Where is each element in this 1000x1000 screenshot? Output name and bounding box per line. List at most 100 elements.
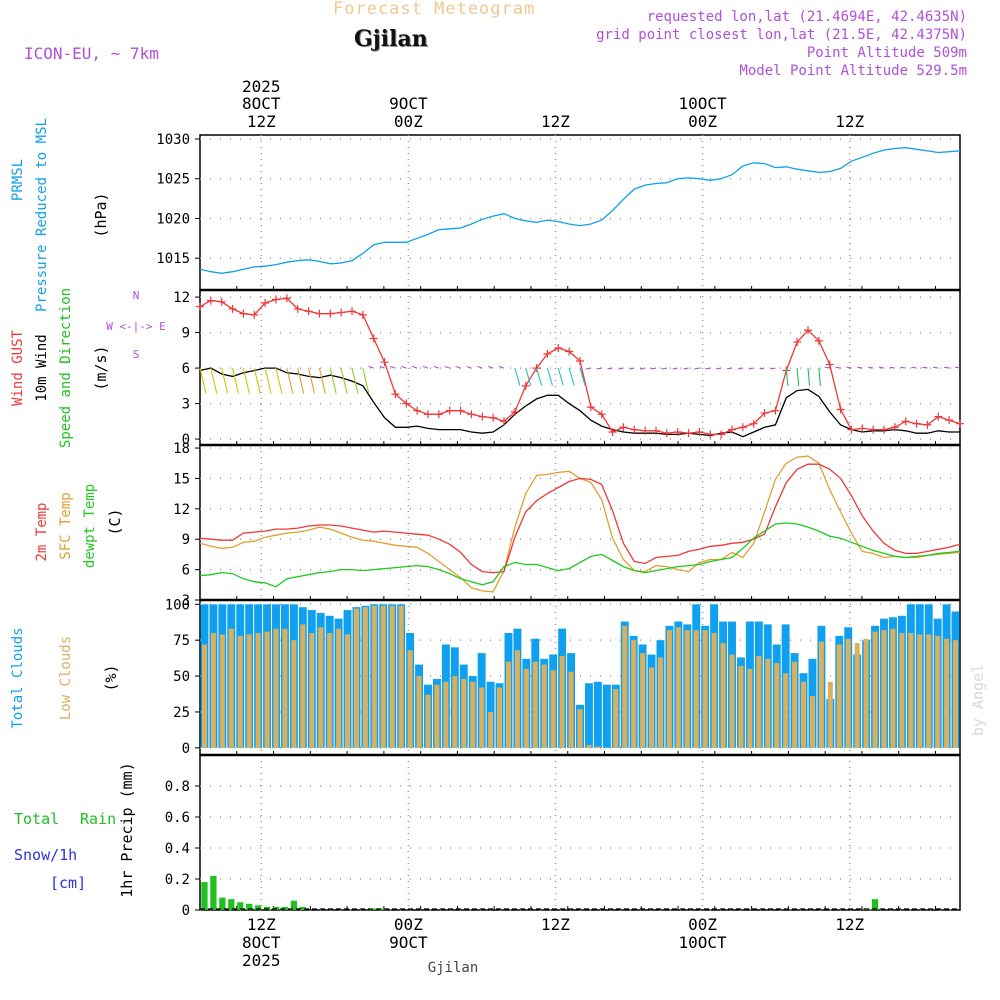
top-time-hour: 00Z — [394, 112, 423, 131]
top-time-hour: 12Z — [541, 112, 570, 131]
low-cloud-bar — [827, 681, 833, 748]
wind-direction-arrow — [253, 367, 261, 394]
wind-gust-marker — [945, 416, 954, 425]
wind-gust-marker — [836, 405, 845, 414]
low-cloud-bar — [917, 634, 923, 748]
temp-2m-line — [199, 463, 961, 574]
clouds-ylabel-low: Low Clouds — [58, 636, 74, 720]
wind-direction-arrow — [748, 367, 754, 370]
wind-direction-arrow — [488, 365, 494, 369]
wind-gust-marker — [847, 425, 856, 434]
precip-bar — [380, 908, 387, 910]
wind-direction-arrow — [607, 367, 613, 370]
wind-direction-arrow — [770, 367, 776, 370]
low-cloud-bar — [541, 664, 547, 748]
low-cloud-bar — [309, 633, 315, 748]
low-cloud-bar — [318, 627, 324, 748]
wind-gust-marker — [489, 413, 498, 422]
low-cloud-bar — [666, 630, 672, 748]
low-cloud-bar — [809, 696, 815, 748]
footer-location: Gjilan — [428, 960, 479, 976]
wind-gust-marker — [196, 302, 204, 311]
wind-gust-marker — [456, 406, 465, 415]
top-time-date: 8OCT — [242, 94, 281, 113]
wind-gust-marker — [434, 410, 443, 419]
wind-direction-arrow — [726, 367, 733, 370]
wind-direction-arrow — [379, 365, 385, 369]
low-cloud-bar — [416, 676, 422, 748]
credit-watermark: by Angel — [969, 664, 987, 736]
low-cloud-bar — [872, 631, 878, 748]
wind-direction-arrow — [683, 367, 689, 370]
wind-gust-marker — [706, 430, 715, 439]
total-cloud-bar — [593, 681, 602, 748]
low-cloud-bar — [559, 655, 565, 748]
wind-direction-arrow — [807, 368, 811, 386]
wind-direction-arrow — [737, 367, 743, 370]
clouds-ytick-label: 75 — [173, 633, 190, 649]
low-cloud-bar — [845, 638, 851, 748]
wind-direction-arrow — [824, 366, 830, 369]
wind-gust-marker — [825, 360, 834, 369]
wind-direction-arrow — [954, 366, 961, 369]
wind-direction-arrow — [922, 366, 928, 369]
total-cloud-bar — [602, 684, 611, 748]
low-cloud-bar — [801, 681, 807, 748]
low-cloud-bar — [488, 711, 494, 748]
low-cloud-bar — [881, 630, 887, 748]
low-cloud-bar — [443, 681, 449, 748]
low-cloud-bar — [210, 633, 216, 748]
wind-gust-marker — [510, 407, 519, 416]
wind-gust-marker — [923, 420, 932, 429]
low-cloud-bar — [765, 658, 771, 748]
low-cloud-bar — [407, 650, 413, 748]
low-cloud-bar — [908, 633, 914, 748]
top-time-hour: 00Z — [688, 112, 717, 131]
low-cloud-bar — [944, 638, 950, 748]
wind-direction-arrow — [433, 365, 440, 369]
wind-gust-marker — [858, 424, 867, 433]
wind-gust-marker — [793, 338, 802, 347]
wind-direction-arrow — [264, 367, 272, 394]
temp-ylabel-sfc: SFC Temp — [58, 492, 74, 559]
wind-direction-arrow — [835, 366, 841, 369]
wind-gust-marker — [391, 390, 400, 399]
low-cloud-bar — [899, 633, 905, 748]
temperature-ytick-label: 18 — [173, 441, 190, 457]
low-cloud-bar — [693, 630, 699, 748]
wind-gust-marker — [662, 429, 671, 438]
wind-direction-arrow — [286, 367, 294, 394]
low-cloud-bar — [201, 644, 207, 748]
wind-gust-marker — [597, 410, 606, 419]
wind-direction-arrow — [629, 367, 635, 370]
precip-ylabel: 1hr Precip (mm) — [118, 762, 136, 897]
bottom-time-hour: 00Z — [688, 915, 717, 934]
top-time-date: 9OCT — [389, 94, 428, 113]
low-cloud-bar — [863, 638, 869, 748]
wind-direction-arrow — [536, 367, 543, 386]
bottom-time-hour: 12Z — [835, 915, 864, 934]
dewpoint-line — [199, 522, 961, 588]
wind-direction-arrow — [340, 367, 348, 394]
wind-gust-marker — [239, 309, 248, 318]
temperature-ytick-label: 9 — [182, 532, 190, 548]
low-cloud-bar — [675, 627, 681, 748]
wind-gust-marker — [934, 412, 943, 421]
wind-direction-arrow — [857, 366, 863, 369]
wind-direction-arrow — [455, 365, 461, 369]
low-cloud-bar — [702, 630, 708, 748]
top-time-hour: 12Z — [835, 112, 864, 131]
wind-gust-marker — [369, 334, 378, 343]
bottom-time-hour: 12Z — [247, 915, 276, 934]
pressure-ytick-label: 1025 — [156, 172, 190, 188]
compass-north: N — [133, 289, 140, 302]
wind-speed-line — [199, 367, 960, 438]
low-cloud-bar — [371, 605, 377, 748]
wind-ylabel-10m: 10m Wind — [34, 334, 50, 401]
wind-direction-arrow — [351, 367, 359, 394]
precip-bar — [219, 897, 226, 910]
wind-gust-marker — [478, 412, 487, 421]
pressure-ytick-label: 1015 — [156, 251, 190, 267]
bottom-time-hour: 00Z — [394, 915, 423, 934]
